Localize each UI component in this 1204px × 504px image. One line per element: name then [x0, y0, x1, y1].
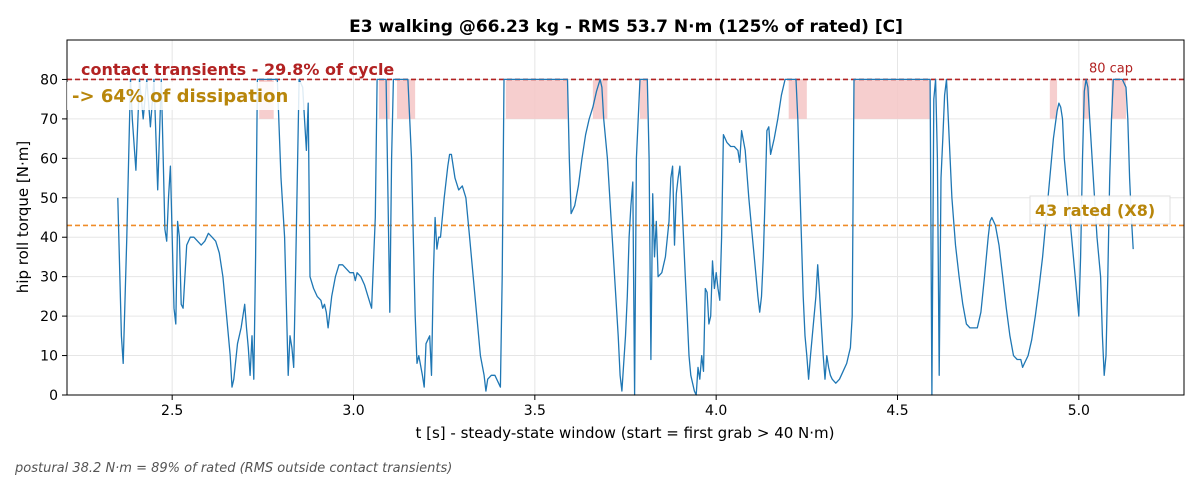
- shaded-regions: [259, 79, 1126, 119]
- rated-label: 43 rated (X8): [1035, 201, 1155, 220]
- contact-transient-region: [788, 79, 807, 119]
- chart-title: E3 walking @66.23 kg - RMS 53.7 N·m (125…: [349, 17, 903, 37]
- contact-transient-region: [1049, 79, 1058, 119]
- cap-label: 80 cap: [1089, 61, 1133, 76]
- y-tick-label: 30: [40, 270, 58, 286]
- x-tick-label: 3.0: [342, 403, 364, 419]
- x-axis-label: t [s] - steady-state window (start = fir…: [415, 424, 834, 442]
- y-tick-label: 60: [40, 151, 58, 167]
- contact-transient-region: [1111, 79, 1126, 119]
- y-tick-label: 0: [49, 388, 58, 404]
- rated-label-box: [1029, 195, 1171, 225]
- x-tick-label: 3.5: [524, 403, 546, 419]
- dissipation-annotation: -> 64% of dissipation: [72, 86, 288, 107]
- dissipation-box: [67, 82, 307, 110]
- y-axis-label: hip roll torque [N·m]: [14, 141, 32, 293]
- grid: [67, 40, 1184, 396]
- y-tick-label: 70: [40, 112, 58, 128]
- contact-transient-region: [505, 79, 568, 119]
- y-tick-label: 40: [40, 230, 58, 246]
- x-tick-label: 4.5: [886, 403, 908, 419]
- series-layer: [117, 78, 1134, 396]
- ticks: 2.5 3.0 3.5 4.0 4.5 5.0 0 10 20 30 40 50 60 70 80: [40, 72, 1090, 419]
- plot-frame: [66, 39, 1185, 396]
- contact-transient-region: [397, 79, 416, 119]
- reference-lines: [67, 78, 1184, 227]
- contact-transient-region: [378, 79, 390, 119]
- x-tick-label: 4.0: [705, 403, 727, 419]
- footnote: postural 38.2 N·m = 89% of rated (RMS ou…: [15, 461, 453, 476]
- y-tick-label: 10: [40, 349, 58, 365]
- torque-series-line: [117, 78, 1134, 396]
- x-tick-label: 2.5: [161, 403, 183, 419]
- contact-transient-region: [1082, 79, 1090, 119]
- annotations: 80 cap 43 rated (X8) contact transients - …: [67, 60, 1171, 225]
- x-tick-label: 5.0: [1068, 403, 1090, 419]
- y-tick-label: 50: [40, 191, 58, 207]
- contact-transient-region: [640, 79, 648, 119]
- contact-transient-region: [853, 79, 931, 119]
- y-tick-label: 20: [40, 309, 58, 325]
- contact-transients-annotation: contact transients - 29.8% of cycle: [81, 60, 394, 79]
- y-tick-label: 80: [40, 72, 58, 88]
